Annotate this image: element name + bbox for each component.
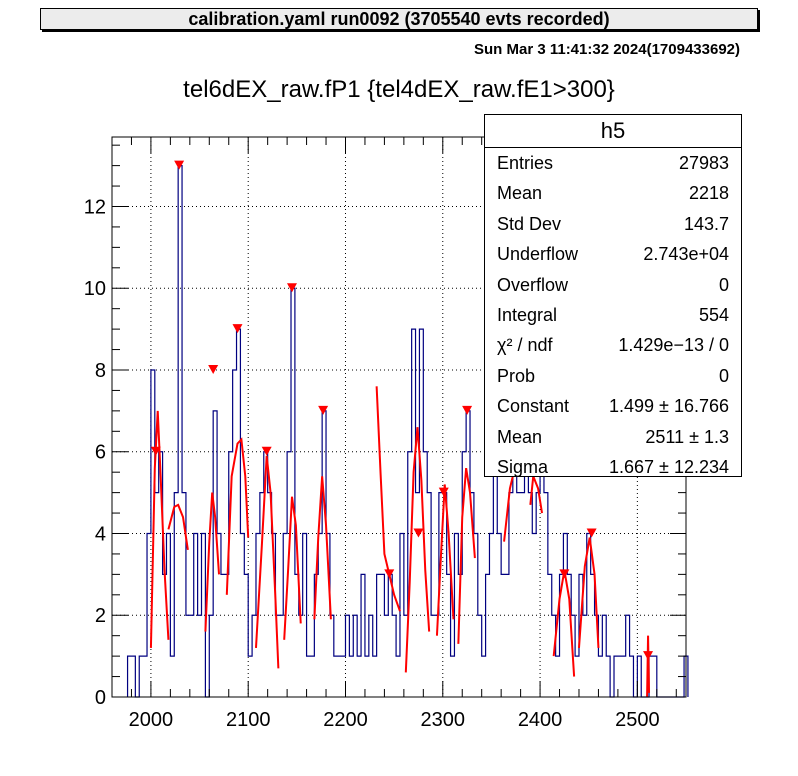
x-tick-label: 2500: [615, 709, 660, 731]
stats-row: Integral 554: [485, 300, 741, 330]
stats-row: Underflow 2.743e+04: [485, 239, 741, 269]
stats-row: Std Dev 143.7: [485, 209, 741, 239]
y-tick-label: 10: [84, 278, 106, 300]
y-tick-label: 4: [95, 523, 106, 545]
fit-curve: [283, 496, 302, 640]
stats-key: Constant: [497, 396, 570, 417]
x-tick-label: 2000: [129, 709, 174, 731]
peak-marker: [559, 569, 570, 579]
x-tick-label: 2400: [518, 709, 563, 731]
fit-curve: [149, 410, 170, 648]
stats-key: Integral: [497, 304, 558, 325]
stats-value: 2.743e+04: [643, 244, 729, 265]
fit-curve: [435, 484, 455, 636]
stats-key: Mean: [497, 426, 543, 447]
stats-key: Underflow: [497, 244, 579, 265]
stats-row: Entries 27983: [485, 148, 741, 178]
timestamp: Sun Mar 3 11:41:32 2024(1709433692): [473, 41, 740, 58]
fit-curve: [577, 537, 600, 649]
stats-key: Prob: [497, 365, 536, 386]
y-tick-label: 12: [84, 196, 106, 218]
stats-row: Sigma 1.667 ± 12.234: [485, 452, 741, 482]
peak-marker: [438, 487, 449, 497]
stats-row: Mean 2218: [485, 178, 741, 208]
stats-key: χ² / ndf: [497, 335, 553, 356]
fit-curve: [404, 427, 431, 673]
y-tick-label: 0: [95, 687, 106, 709]
stats-value: 554: [698, 304, 729, 325]
x-tick-label: 2200: [323, 709, 368, 731]
fit-curve: [204, 492, 221, 632]
fit-curve: [313, 476, 332, 620]
stats-value: 27983: [678, 153, 729, 173]
peak-marker: [150, 446, 161, 456]
stats-row: Constant 1.499 ± 16.766: [485, 391, 741, 421]
y-tick-label: 6: [95, 442, 106, 464]
fit-curve: [225, 437, 250, 595]
fit-curve: [529, 475, 544, 514]
peak-marker: [384, 569, 395, 579]
peak-marker: [586, 528, 597, 538]
stats-value: 1.667 ± 12.234: [609, 456, 729, 477]
peak-marker: [232, 324, 243, 334]
peak-marker: [286, 283, 297, 293]
x-tick-label: 2100: [226, 709, 271, 731]
fit-curve: [254, 455, 280, 669]
peak-marker: [174, 160, 185, 170]
stats-row: Prob 0: [485, 361, 741, 391]
peak-marker: [413, 528, 424, 538]
stats-value: 1.499 ± 16.766: [609, 396, 729, 417]
fit-curve: [167, 503, 189, 550]
stats-box-title: h5: [485, 115, 741, 148]
file-title-bar: calibration.yaml run0092 (3705540 evts r…: [40, 8, 758, 30]
stats-row: Overflow 0: [485, 270, 741, 300]
stats-value: 2218: [688, 183, 729, 204]
stats-value: 143.7: [683, 213, 729, 234]
stats-rows: Entries 27983 Mean 2218 Std Dev 143.7 Underflo…: [485, 148, 741, 482]
stats-box: h5 Entries 27983 Mean 2218 Std Dev 143.7 Under…: [484, 114, 742, 477]
y-tick-label: 2: [95, 605, 106, 627]
stats-key: Mean: [497, 183, 543, 204]
stats-key: Overflow: [497, 274, 569, 295]
chart-title: tel6dEX_raw.fP1 {tel4dEX_raw.fE1>300}: [183, 76, 615, 103]
y-tick-label: 8: [95, 360, 106, 382]
fit-curve: [646, 635, 651, 698]
x-tick-label: 2300: [421, 709, 466, 731]
stats-key: Sigma: [497, 456, 549, 477]
stats-row: χ² / ndf 1.429e−13 / 0: [485, 330, 741, 360]
peak-marker: [208, 364, 219, 374]
stats-value: 1.429e−13 / 0: [618, 335, 729, 356]
fit-curve: [375, 386, 401, 612]
peak-marker: [462, 405, 473, 415]
fit-curve: [457, 467, 476, 644]
peak-marker: [261, 446, 272, 456]
stats-key: Std Dev: [497, 213, 562, 234]
peak-marker: [643, 651, 654, 661]
peak-marker: [318, 405, 329, 415]
file-title: calibration.yaml run0092 (3705540 evts r…: [188, 9, 610, 29]
stats-key: Entries: [497, 153, 554, 173]
stats-value: 0: [718, 274, 729, 295]
stats-row: Mean 2511 ± 1.3: [485, 422, 741, 452]
stats-value: 0: [718, 365, 729, 386]
stats-value: 2511 ± 1.3: [645, 426, 729, 447]
